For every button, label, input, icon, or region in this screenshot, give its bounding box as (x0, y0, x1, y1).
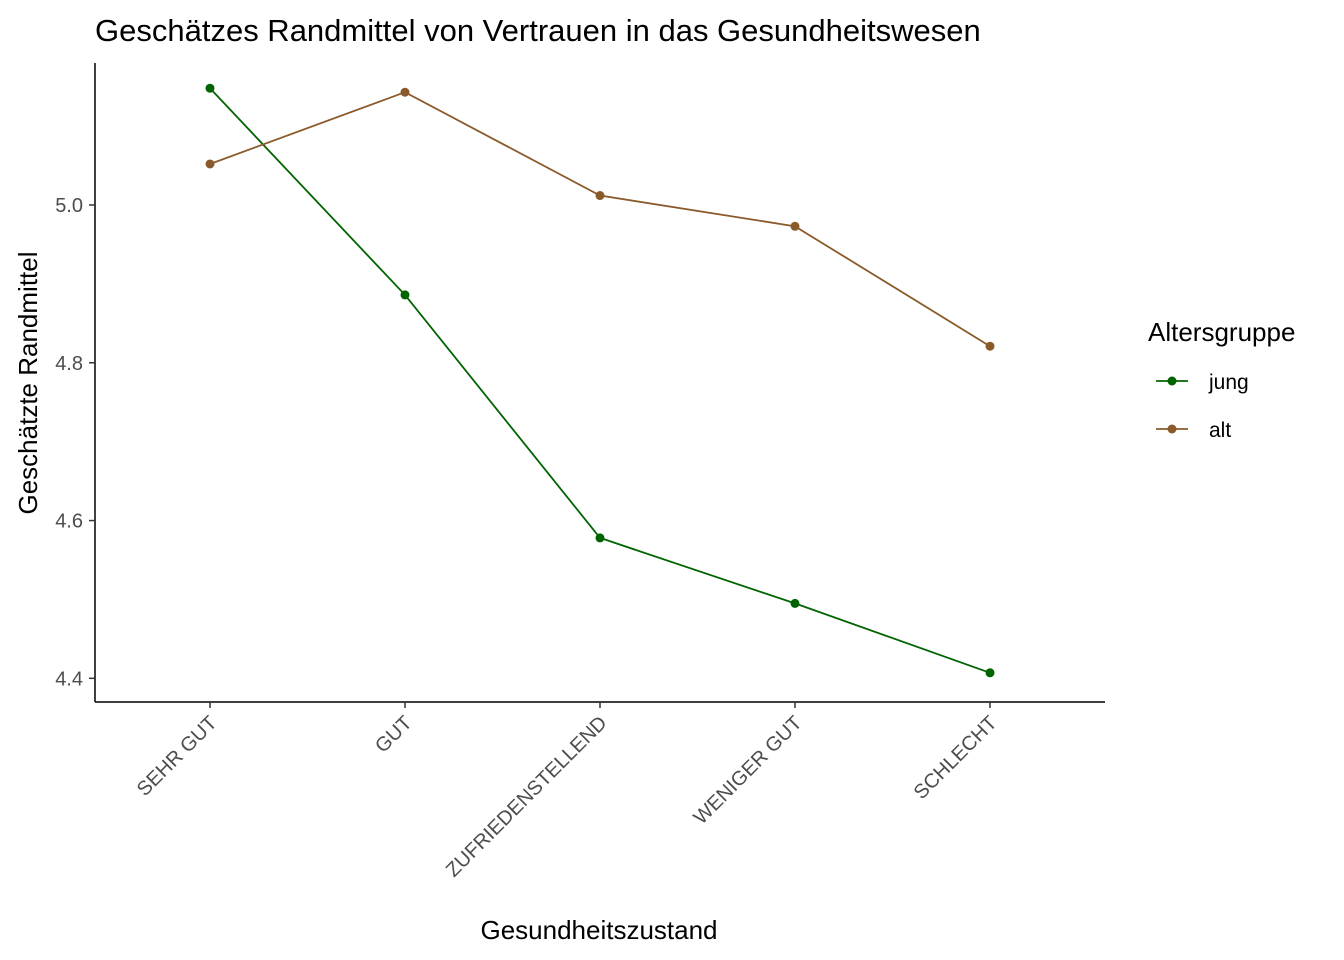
chart-title: Geschätzes Randmittel von Vertrauen in d… (95, 13, 981, 48)
legend: Altersgruppe jung alt (1148, 317, 1295, 442)
data-point-jung (790, 598, 800, 608)
x-tick-label: SEHR GUT (133, 712, 222, 801)
x-axis-ticks: SEHR GUT GUT ZUFRIEDENSTELLEND WENIGER GUT S… (133, 702, 1002, 882)
x-tick-label: SCHLECHT (910, 712, 1002, 804)
x-tick-label: WENIGER GUT (690, 712, 807, 829)
x-tick-label: GUT (371, 712, 416, 757)
data-point-jung (985, 668, 995, 678)
y-tick-label: 5.0 (55, 195, 83, 217)
y-tick-label: 4.8 (55, 353, 83, 375)
data-point-alt (790, 221, 800, 231)
data-point-alt (985, 341, 995, 351)
y-tick-label: 4.4 (55, 668, 83, 690)
data-point-alt (205, 159, 215, 169)
x-axis-title: Gesundheitszustand (480, 915, 717, 945)
y-axis-title: Geschätzte Randmittel (13, 251, 43, 514)
data-point-jung (205, 83, 215, 93)
x-tick-label: ZUFRIEDENSTELLEND (442, 712, 612, 882)
legend-key-point (1167, 424, 1177, 434)
legend-key-point (1167, 376, 1177, 386)
legend-label-jung: jung (1208, 371, 1249, 394)
legend-label-alt: alt (1209, 419, 1231, 442)
data-point-alt (400, 87, 410, 97)
y-tick-label: 4.6 (55, 511, 83, 533)
legend-title: Altersgruppe (1148, 317, 1295, 347)
data-point-jung (400, 290, 410, 300)
plot-area (205, 83, 995, 678)
y-axis-ticks: 4.4 4.6 4.8 5.0 (55, 195, 95, 690)
data-point-alt (595, 191, 605, 201)
data-point-jung (595, 533, 605, 543)
series-line-jung (209, 87, 991, 674)
series-line-alt (209, 91, 991, 347)
